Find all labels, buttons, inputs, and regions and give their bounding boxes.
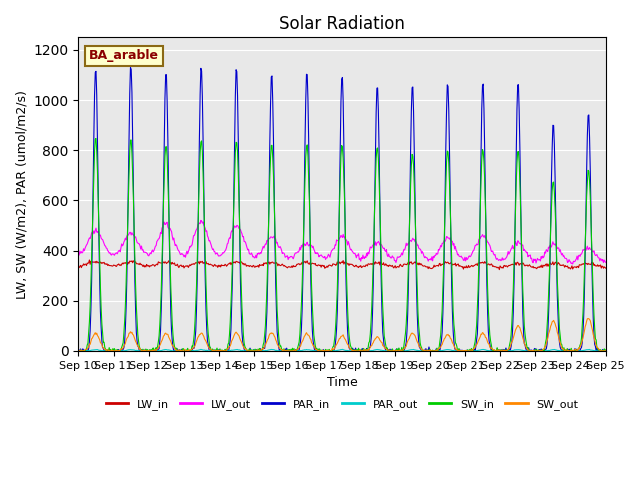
PAR_in: [423, 348, 431, 354]
SW_in: [92, 136, 100, 142]
Line: LW_in: LW_in: [79, 260, 605, 270]
LW_in: [86, 257, 93, 263]
SW_in: [140, 348, 147, 354]
SW_in: [221, 347, 229, 352]
PAR_in: [602, 348, 609, 354]
LW_in: [495, 267, 503, 273]
PAR_out: [75, 348, 83, 354]
LW_in: [422, 264, 430, 270]
LW_in: [75, 265, 83, 271]
SW_in: [85, 330, 93, 336]
Line: SW_out: SW_out: [79, 319, 605, 351]
SW_out: [406, 334, 413, 339]
LW_in: [407, 260, 415, 265]
LW_out: [569, 261, 577, 267]
PAR_out: [85, 348, 93, 354]
LW_in: [193, 260, 200, 265]
PAR_in: [76, 348, 83, 354]
PAR_out: [423, 348, 431, 354]
Legend: LW_in, LW_out, PAR_in, PAR_out, SW_in, SW_out: LW_in, LW_out, PAR_in, PAR_out, SW_in, S…: [101, 395, 583, 414]
Line: PAR_in: PAR_in: [79, 68, 605, 351]
PAR_in: [140, 348, 147, 353]
PAR_out: [408, 347, 415, 352]
SW_out: [84, 345, 92, 350]
LW_out: [192, 228, 200, 234]
Title: Solar Radiation: Solar Radiation: [279, 15, 405, 33]
SW_out: [138, 348, 146, 354]
LW_out: [602, 259, 609, 265]
SW_out: [192, 340, 200, 346]
SW_in: [76, 348, 83, 354]
SW_in: [75, 348, 83, 353]
SW_in: [408, 163, 415, 168]
PAR_out: [139, 348, 147, 354]
SW_out: [75, 348, 83, 354]
SW_out: [584, 316, 592, 322]
PAR_in: [221, 348, 229, 353]
PAR_out: [602, 348, 609, 354]
PAR_in: [85, 346, 93, 351]
PAR_in: [127, 65, 134, 71]
Line: SW_in: SW_in: [79, 139, 605, 351]
LW_in: [139, 264, 147, 269]
SW_out: [422, 348, 429, 353]
Text: BA_arable: BA_arable: [89, 49, 159, 62]
PAR_out: [339, 347, 346, 352]
PAR_out: [221, 348, 228, 354]
LW_in: [602, 265, 609, 271]
PAR_in: [408, 108, 415, 114]
Line: LW_out: LW_out: [79, 220, 605, 264]
PAR_out: [193, 348, 200, 353]
LW_out: [84, 239, 92, 244]
LW_out: [138, 247, 146, 253]
PAR_in: [75, 348, 83, 353]
LW_out: [221, 249, 228, 255]
LW_in: [84, 261, 92, 266]
Line: PAR_out: PAR_out: [79, 349, 605, 351]
Y-axis label: LW, SW (W/m2), PAR (umol/m2/s): LW, SW (W/m2), PAR (umol/m2/s): [15, 90, 28, 299]
PAR_out: [77, 348, 84, 354]
SW_in: [193, 258, 201, 264]
LW_out: [197, 217, 205, 223]
SW_out: [602, 348, 609, 354]
SW_in: [602, 347, 609, 353]
X-axis label: Time: Time: [326, 376, 357, 389]
PAR_in: [193, 276, 201, 282]
LW_out: [422, 255, 430, 261]
LW_in: [221, 263, 228, 268]
LW_out: [407, 238, 415, 243]
SW_in: [423, 348, 431, 353]
LW_out: [75, 252, 83, 258]
SW_out: [220, 348, 227, 354]
